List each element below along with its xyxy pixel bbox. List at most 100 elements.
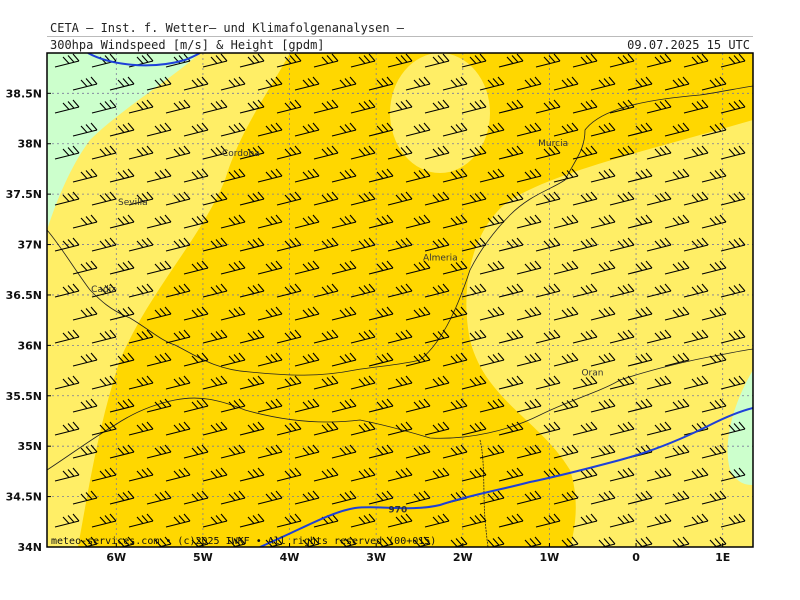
- lon-tick-label: 1W: [540, 551, 560, 564]
- wind-speed-band-low-west: [47, 53, 290, 547]
- wind-barb: [387, 283, 413, 298]
- wind-barb: [405, 122, 431, 137]
- wind-barb: [128, 513, 154, 528]
- wind-barb: [257, 122, 283, 137]
- wind-barb: [239, 99, 265, 114]
- wind-barb: [516, 76, 542, 91]
- wind-barb: [498, 513, 524, 528]
- wind-barb: [627, 122, 653, 137]
- wind-barb: [239, 237, 265, 252]
- wind-barb: [413, 536, 431, 547]
- wind-barb: [553, 306, 579, 321]
- wind-barb: [598, 536, 616, 547]
- wind-barb: [350, 237, 376, 252]
- wind-barb: [553, 214, 579, 229]
- wind-barb: [590, 122, 616, 137]
- wind-barb: [165, 375, 191, 390]
- wind-barb: [368, 260, 394, 275]
- wind-barb: [498, 421, 524, 436]
- wind-barb: [72, 168, 98, 183]
- wind-barb: [350, 421, 376, 436]
- wind-barb: [91, 375, 117, 390]
- wind-barb: [220, 260, 246, 275]
- wind-barb: [535, 375, 561, 390]
- wind-barb: [461, 467, 487, 482]
- contour-label: 970: [388, 506, 407, 516]
- wind-barb: [294, 214, 320, 229]
- wind-barb: [276, 421, 302, 436]
- lat-tick-label: 38.5N: [6, 87, 42, 100]
- height-contour-north: [87, 53, 201, 67]
- wind-barb: [516, 122, 542, 137]
- wind-barb: [183, 168, 209, 183]
- wind-barb: [72, 352, 98, 367]
- wind-barb: [368, 352, 394, 367]
- wind-barb: [479, 122, 505, 137]
- wind-barb: [683, 513, 709, 528]
- wind-barb: [165, 191, 191, 206]
- wind-barb: [646, 513, 672, 528]
- wind-barb: [424, 329, 450, 344]
- wind-barb: [239, 513, 265, 528]
- wind-barb: [54, 191, 80, 206]
- lat-tick-label: 38N: [17, 138, 42, 151]
- wind-barb: [387, 513, 413, 528]
- wind-barb: [128, 375, 154, 390]
- wind-barb: [590, 168, 616, 183]
- wind-barb: [387, 329, 413, 344]
- wind-barb: [294, 490, 320, 505]
- wind-barb: [664, 168, 690, 183]
- wind-barb: [498, 99, 524, 114]
- wind-barb: [146, 352, 172, 367]
- wind-barb: [128, 467, 154, 482]
- wind-barb: [276, 237, 302, 252]
- wind-barb: [72, 122, 98, 137]
- wind-barb: [109, 398, 135, 413]
- lon-tick-label: 4W: [280, 551, 300, 564]
- wind-barb: [331, 490, 357, 505]
- wind-barb: [664, 398, 690, 413]
- lat-tick-label: 37N: [17, 239, 42, 252]
- wind-barb: [479, 168, 505, 183]
- wind-barb: [424, 191, 450, 206]
- wind-barb: [146, 260, 172, 275]
- wind-barb: [701, 122, 727, 137]
- wind-barb: [609, 283, 635, 298]
- wind-barb: [54, 99, 80, 114]
- wind-barb: [683, 329, 709, 344]
- wind-barb: [220, 444, 246, 459]
- wind-barb: [183, 260, 209, 275]
- lat-tick-label: 34.5N: [6, 491, 42, 504]
- wind-barb: [461, 421, 487, 436]
- wind-barb: [701, 260, 727, 275]
- wind-barb: [239, 329, 265, 344]
- wind-barb: [516, 490, 542, 505]
- wind-barb: [683, 467, 709, 482]
- wind-barb: [387, 53, 413, 68]
- wind-barb: [91, 99, 117, 114]
- map-frame: [46, 52, 754, 548]
- lat-tick-label: 35N: [17, 440, 42, 453]
- wind-barb: [701, 352, 727, 367]
- wind-barb: [664, 122, 690, 137]
- wind-barb: [202, 329, 228, 344]
- wind-barb: [220, 352, 246, 367]
- wind-barb: [80, 536, 98, 547]
- wind-barb: [257, 76, 283, 91]
- wind-barb: [350, 53, 376, 68]
- wind-barb: [109, 168, 135, 183]
- wind-barb: [572, 467, 598, 482]
- wind-barb: [183, 398, 209, 413]
- wind-barb: [535, 145, 561, 160]
- wind-barb: [461, 145, 487, 160]
- wind-barb: [202, 145, 228, 160]
- wind-barb: [128, 421, 154, 436]
- wind-barb: [276, 145, 302, 160]
- wind-barb: [479, 398, 505, 413]
- wind-barb: [405, 214, 431, 229]
- wind-barb: [516, 168, 542, 183]
- wind-barb: [461, 191, 487, 206]
- wind-barb: [294, 444, 320, 459]
- wind-barb: [609, 375, 635, 390]
- wind-barb: [535, 513, 561, 528]
